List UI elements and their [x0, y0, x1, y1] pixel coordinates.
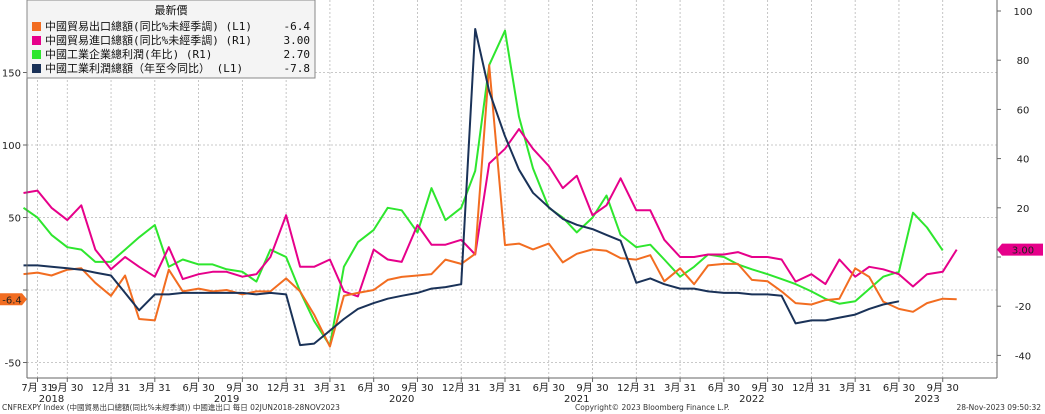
right-tick-label: 60 [1017, 105, 1030, 116]
right-tick-label: 40 [1017, 155, 1030, 166]
left-tick-label: -50 [5, 359, 21, 370]
x-tick-label: 6月 30 [533, 382, 565, 394]
legend-swatch [32, 50, 41, 59]
right-value-pill [997, 243, 1043, 256]
series-line-1 [23, 64, 957, 348]
x-tick-label: 3月 31 [314, 382, 346, 394]
legend-item-value: 3.00 [284, 34, 311, 47]
x-year-label: 2019 [214, 394, 239, 405]
left-tick-label: 100 [2, 141, 21, 152]
x-tick-label: 3月 31 [489, 382, 521, 394]
x-year-label: 2018 [39, 394, 64, 405]
footer-center: Copyright© 2023 Bloomberg Finance L.P. [575, 403, 730, 412]
x-tick-label: 7月 31 [21, 382, 53, 394]
x-tick-label: 3月 31 [839, 382, 871, 394]
series-line-4 [23, 28, 900, 347]
right-tick-label: -40 [1015, 351, 1031, 362]
x-tick-label: 9月 30 [751, 382, 783, 394]
x-tick-label: 6月 30 [358, 382, 390, 394]
x-tick-label: 9月 30 [576, 382, 608, 394]
x-tick-label: 6月 30 [182, 382, 214, 394]
x-tick-label: 12月 31 [442, 382, 481, 394]
legend-item-value: 2.70 [284, 48, 311, 61]
left-value-pill-label: -6.4 [2, 295, 22, 306]
left-tick-label: 50 [8, 214, 21, 225]
legend-swatch [32, 36, 41, 45]
legend-title: 最新價 [155, 3, 188, 17]
x-year-label: 2021 [564, 394, 589, 405]
legend-item-value: -6.4 [284, 20, 311, 33]
x-tick-label: 9月 30 [401, 382, 433, 394]
legend-item-name: 中國工業企業總利潤(年比) (R1) [45, 47, 212, 61]
footer-right: 28-Nov-2023 09:50:32 [956, 403, 1041, 412]
series-line-2 [23, 128, 958, 298]
x-tick-label: 9月 30 [226, 382, 258, 394]
x-year-label: 2020 [389, 394, 414, 405]
footer-left: CNFREXPY Index (中國貿易出口總額(同比%未經季調)) 中國進出口… [2, 402, 340, 412]
x-tick-label: 12月 31 [267, 382, 306, 394]
legend-swatch [32, 22, 41, 31]
legend-swatch [32, 64, 41, 73]
x-tick-label: 3月 31 [139, 382, 171, 394]
right-tick-label: -20 [1015, 302, 1031, 313]
x-tick-label: 6月 30 [883, 382, 915, 394]
series-layer [22, 28, 958, 348]
x-tick-label: 6月 30 [708, 382, 740, 394]
right-tick-label: 20 [1017, 204, 1030, 215]
x-tick-label: 3月 31 [664, 382, 696, 394]
value-pills: -6.4 3.00 [0, 243, 1043, 306]
x-year-label: 2022 [739, 394, 764, 405]
legend-item-name: 中國貿易出口總額(同比%未經季調) (L1) [45, 19, 252, 33]
left-tick-label: 150 [2, 69, 21, 80]
legend-item-name: 中國貿易進口總額(同比%未經季調) (R1) [45, 33, 252, 47]
legend-box [26, 0, 316, 79]
legend-item-value: -7.8 [284, 62, 311, 75]
x-tick-label: 9月 30 [51, 382, 83, 394]
x-tick-label: 9月 30 [927, 382, 959, 394]
right-tick-label: 100 [1013, 7, 1032, 18]
right-tick-label: 80 [1017, 56, 1030, 67]
legend-item-name: 中國工業利潤總額（年至今同比） (L1) [45, 61, 243, 75]
x-tick-label: 12月 31 [792, 382, 831, 394]
x-tick-label: 12月 31 [92, 382, 131, 394]
x-year-label: 2023 [914, 394, 939, 405]
x-tick-label: 12月 31 [617, 382, 656, 394]
right-value-pill-label: 3.00 [1012, 246, 1034, 257]
legend: 最新價 中國貿易出口總額(同比%未經季調) (L1) -6.4 中國貿易進口總額(同… [26, 0, 316, 79]
left-value-pill [0, 293, 27, 306]
